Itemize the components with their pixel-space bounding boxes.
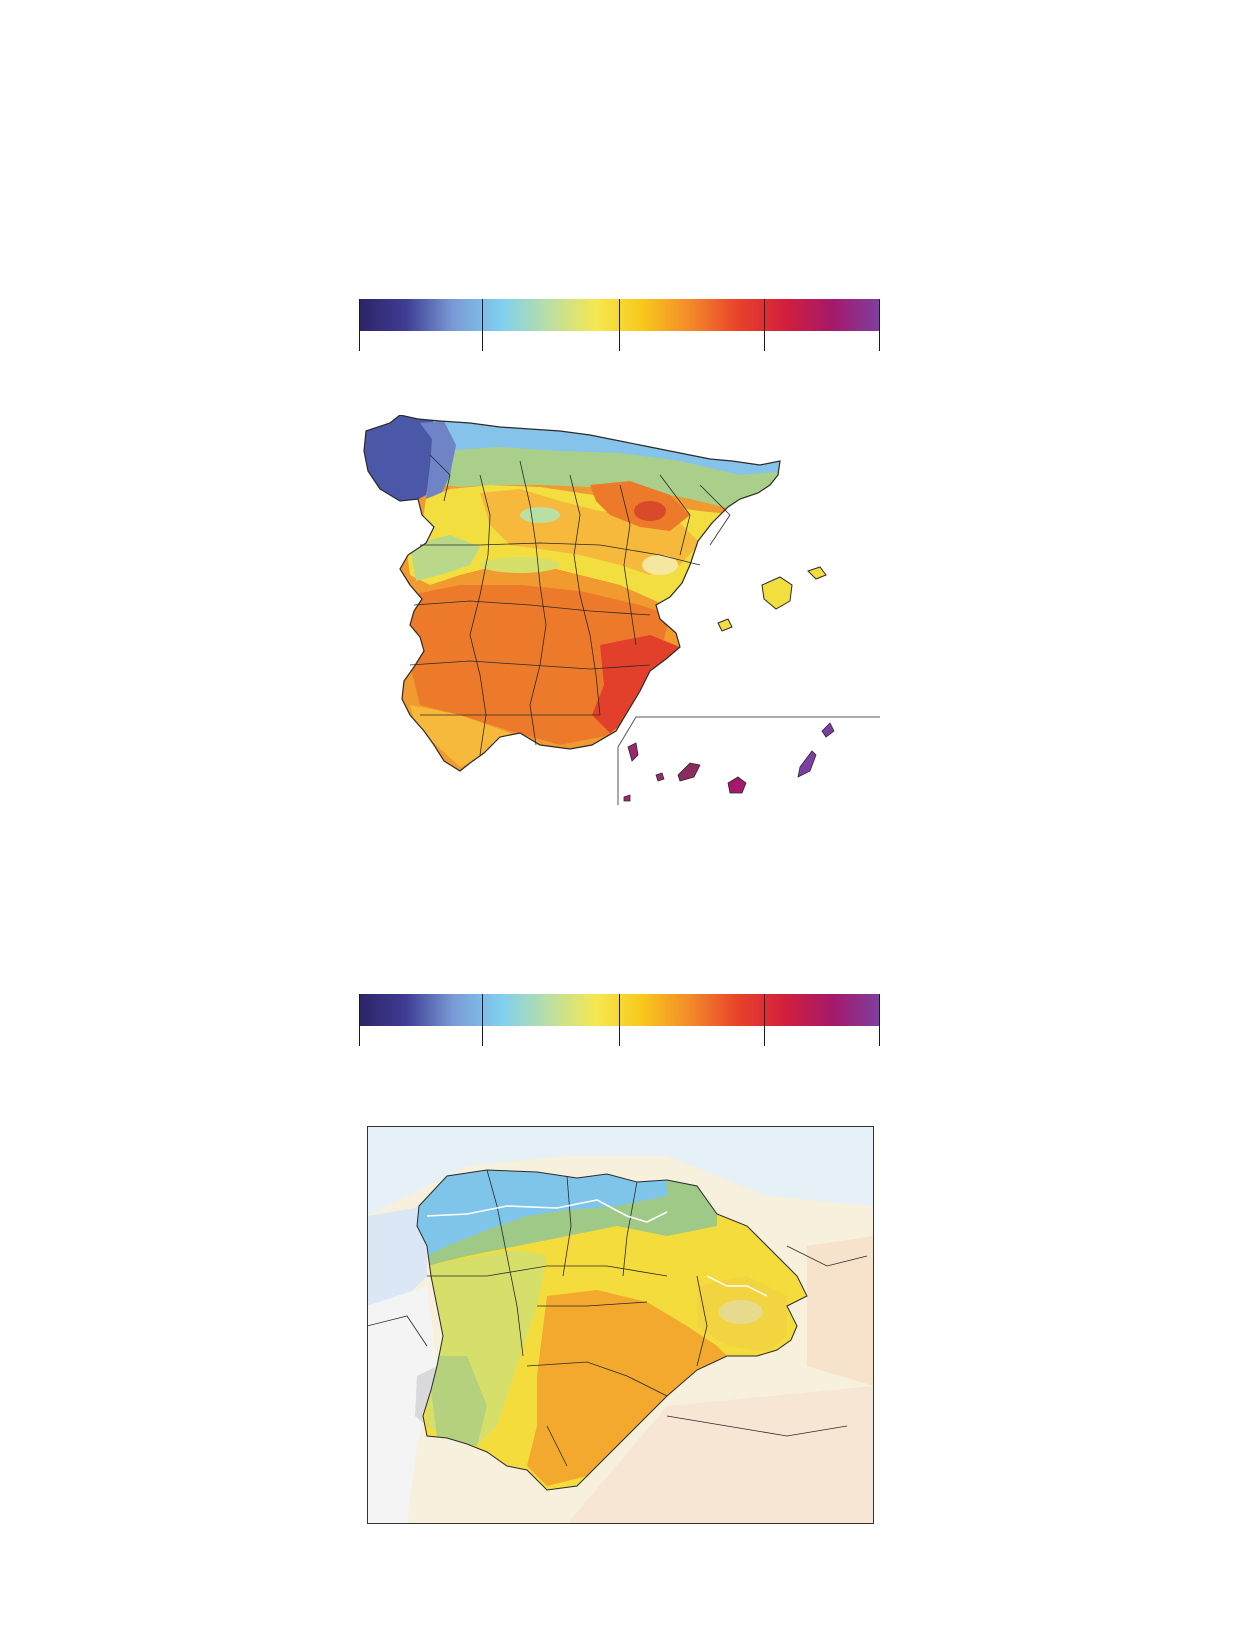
zone-north-green xyxy=(440,447,780,511)
zone-mountain xyxy=(719,1300,763,1324)
map-frame xyxy=(367,1126,874,1524)
faded-south xyxy=(567,1386,874,1524)
faded-northwest xyxy=(367,1206,427,1306)
zone-west-green xyxy=(410,535,480,581)
mountain-contour xyxy=(426,1199,668,1223)
scale-tick xyxy=(879,994,881,1046)
zone-northwest xyxy=(364,415,440,505)
zone-mountain xyxy=(480,557,560,573)
faded-portugal xyxy=(367,1286,437,1524)
scale-tick xyxy=(764,994,766,1046)
zone-mountain xyxy=(642,555,678,575)
scale-tick xyxy=(482,994,484,1046)
canary-islands xyxy=(623,722,835,802)
color-scale-legend-top xyxy=(359,299,881,351)
mountain-contour xyxy=(706,1275,768,1297)
scale-tick xyxy=(619,994,621,1046)
scale-tick xyxy=(619,299,621,351)
scale-tick xyxy=(879,299,881,351)
regional-detail-map xyxy=(367,1126,874,1524)
zone-hotspot xyxy=(634,501,666,521)
scale-tick xyxy=(764,299,766,351)
zone-orange xyxy=(527,1290,737,1486)
zone-green-south xyxy=(427,1356,487,1446)
scale-tick xyxy=(482,299,484,351)
color-scale-legend-bottom xyxy=(359,994,881,1046)
province-borders xyxy=(367,1169,868,1467)
inset-frame xyxy=(617,716,880,805)
balearic-islands xyxy=(717,566,827,632)
spain-heat-map xyxy=(363,415,880,805)
zone-southeast-red xyxy=(592,635,680,733)
zone-mountain xyxy=(520,507,560,523)
zone-northwest-edge xyxy=(420,421,456,499)
faded-north xyxy=(367,1126,874,1216)
faded-east xyxy=(807,1236,874,1386)
scale-tick xyxy=(359,994,361,1046)
zone-blue xyxy=(417,1170,667,1256)
province-borders xyxy=(409,454,731,756)
scale-tick xyxy=(359,299,361,351)
